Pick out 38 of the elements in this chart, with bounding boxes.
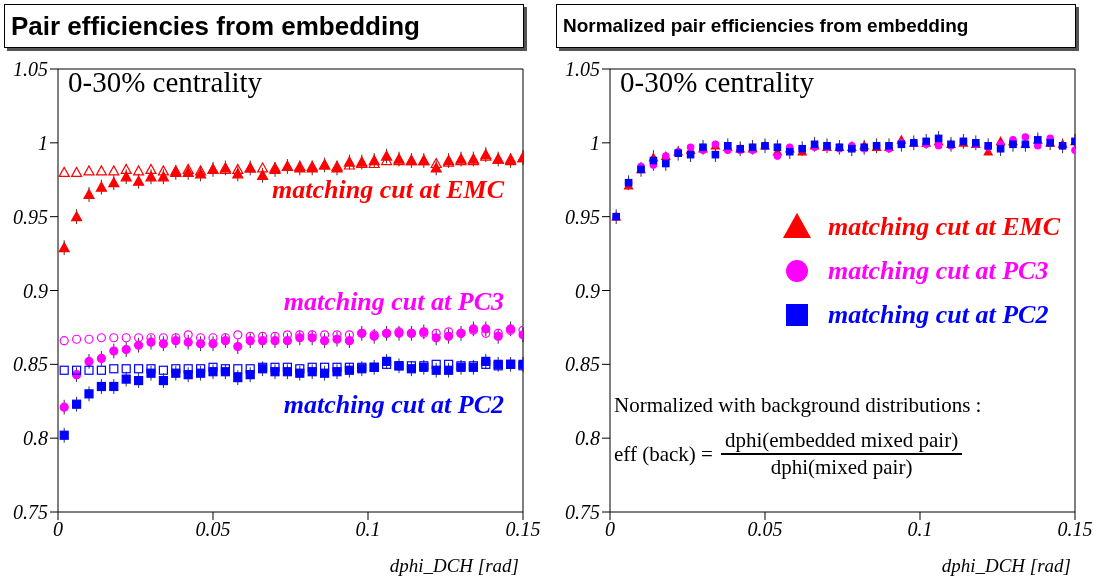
y-tick-label: 0.75	[13, 501, 48, 524]
x-axis-title: dphi_DCH [rad]	[941, 555, 1071, 576]
y-tick-label: 0.85	[565, 353, 600, 376]
y-tick-label: 0.85	[13, 353, 48, 376]
y-tick-label: 0.9	[23, 279, 48, 302]
x-tick-label: 0	[605, 518, 615, 541]
series-label: matching cut at EMC	[272, 175, 504, 205]
y-tick-label: 0.8	[23, 427, 48, 450]
y-tick-label: 0.95	[13, 205, 48, 228]
x-tick-label: 0.15	[505, 518, 541, 541]
annotation: dphi(mixed pair)	[770, 455, 913, 480]
x-tick-label: 0.1	[355, 518, 381, 541]
series-label: matching cut at PC2	[283, 390, 504, 420]
x-tick-label: 0	[53, 518, 63, 541]
y-tick-label: 0.75	[565, 501, 600, 524]
y-tick-label: 0.9	[575, 279, 600, 302]
annotation: dphi(embedded mixed pair)	[723, 428, 960, 453]
chart-title: Pair efficiencies from embedding	[4, 4, 524, 48]
y-tick-label: 0.95	[565, 205, 600, 228]
x-tick-label: 0.05	[747, 518, 783, 541]
annotation: 0-30% centrality	[620, 66, 815, 99]
y-tick-label: 1	[590, 131, 600, 154]
x-tick-label: 0.1	[907, 518, 933, 541]
y-tick-label: 1.05	[13, 58, 48, 81]
legend-label: matching cut at PC3	[828, 256, 1049, 286]
annotation: Normalized with background distributions :	[614, 393, 982, 418]
annotation: 0-30% centrality	[68, 66, 263, 99]
chart-title: Normalized pair efficiencies from embedding	[556, 4, 1076, 48]
legend-label: matching cut at EMC	[828, 212, 1060, 242]
x-tick-label: 0.15	[1057, 518, 1093, 541]
annotation: eff (back) =	[614, 441, 713, 467]
x-axis-title: dphi_DCH [rad]	[389, 555, 519, 576]
series-label: matching cut at PC3	[283, 287, 504, 317]
legend-label: matching cut at PC2	[828, 300, 1049, 330]
x-tick-label: 0.05	[195, 518, 231, 541]
y-tick-label: 1.05	[565, 58, 600, 81]
y-tick-label: 0.8	[575, 427, 600, 450]
y-tick-label: 1	[38, 131, 48, 154]
